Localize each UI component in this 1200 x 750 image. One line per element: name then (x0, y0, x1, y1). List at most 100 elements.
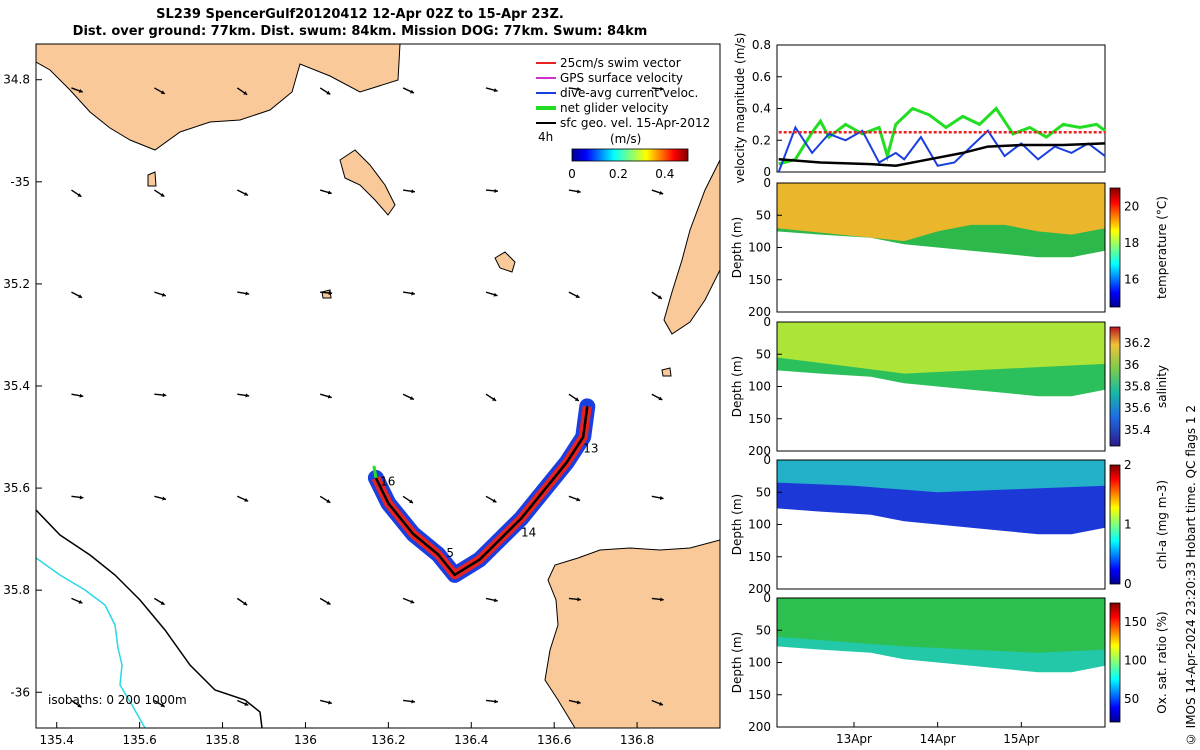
colorbar-axis-label: temperature (°C) (1155, 196, 1169, 299)
day-labels: 16 13 14 5 (380, 441, 598, 560)
legend-current-label: dive-avg current veloc. (560, 86, 698, 100)
geostrophic-arrowhead (409, 499, 414, 504)
chart-subtitle: Dist. over ground: 77km. Dist. swum: 84k… (72, 24, 648, 39)
colorbar-tick-label: 0 (1124, 577, 1132, 591)
map-x-tick-label: 135.4 (40, 733, 74, 747)
depth-tick-label: 150 (748, 688, 771, 702)
geostrophic-arrowhead (244, 497, 249, 502)
day-label: 16 (380, 475, 395, 489)
depth-colorbar (1109, 464, 1121, 585)
geostrophic-arrowhead (658, 396, 663, 401)
colorbar-axis-label: chl-a (mg m-3) (1155, 480, 1169, 569)
geostrophic-arrowhead (494, 699, 498, 704)
geostrophic-arrowhead (326, 90, 331, 95)
yorke-peninsula-land (36, 44, 401, 151)
depth-tick-label: 0 (763, 453, 771, 467)
current-velocity-band (367, 398, 596, 583)
salinity-panel: 0 50 100 150 200 Depth (m) 35.4 35.6 35.8 36 36.2 s… (730, 315, 1169, 458)
depth-tick-label: 50 (756, 208, 771, 222)
depth-tick-label: 200 (748, 720, 771, 734)
map-x-tick-label: 136.6 (537, 733, 571, 747)
upper-water-layer (777, 598, 1105, 653)
geostrophic-arrowhead (328, 290, 333, 296)
colorbar-tick-label: 150 (1124, 615, 1147, 629)
geostrophic-arrowhead (494, 188, 498, 193)
colorbar-tick-label: 18 (1124, 236, 1139, 250)
depth-tick-label: 150 (748, 412, 771, 426)
isobath-label: isobaths: 0 200 1000m (48, 693, 187, 707)
depth-colorbar (1109, 187, 1121, 308)
geostrophic-arrowhead (78, 294, 83, 298)
oxygen-panel: 0 50 100 150 200 Depth (m) 50 100 150 Ox. sat. ra… (730, 591, 1169, 746)
geostrophic-arrowhead (160, 601, 165, 605)
colorbar-tick-label: 50 (1124, 692, 1139, 706)
geostrophic-arrowhead (492, 397, 497, 401)
map-colorbar-tick-label: 0.2 (609, 167, 628, 181)
depth-tick-label: 100 (748, 518, 771, 532)
temperature-panel: 0 50 100 150 200 Depth (m) 16 18 20 temperature (… (730, 176, 1169, 319)
depth-tick-label: 0 (763, 315, 771, 329)
velocity-y-tick-label: 0.6 (752, 70, 771, 84)
geostrophic-arrowhead (576, 189, 581, 194)
depth-tick-label: 50 (756, 485, 771, 499)
depth-tick-label: 0 (763, 591, 771, 605)
colorbar-axis-label: Ox. sat. ratio (%) (1155, 611, 1169, 713)
map-y-ticks: 34.8 -35 35.2 35.4 35.6 35.8 -36 (3, 73, 42, 699)
map-y-tick-label: -36 (10, 685, 30, 699)
colorbar-tick-label: 36.2 (1124, 336, 1151, 350)
map-colorbar (571, 148, 689, 162)
velocity-panel: 0 0.2 0.4 0.6 0.8 velocity magnitude (m/s) (733, 33, 1106, 184)
velocity-y-label: velocity magnitude (m/s) (733, 33, 747, 184)
geostrophic-arrowhead (660, 597, 664, 602)
depth-tick-label: 150 (748, 550, 771, 564)
map-y-tick-label: 35.8 (3, 583, 30, 597)
geostrophic-arrowhead (575, 294, 580, 298)
east-coast-land (663, 159, 720, 335)
credit-text: © IMOS 14-Apr-2024 23:20:33 Hobart time.… (1184, 404, 1198, 746)
map-y-tick-label: 34.8 (3, 73, 30, 87)
time-tick-label: 15Apr (1003, 732, 1039, 746)
geostrophic-arrowhead (577, 597, 581, 602)
chlorophyll-panel: 0 50 100 150 200 Depth (m) 0 1 2 chl-a (mg m-3) (730, 453, 1169, 596)
colorbar-tick-label: 16 (1124, 273, 1139, 287)
geostrophic-arrowhead (245, 393, 250, 398)
glider-track (367, 398, 596, 583)
geostrophic-arrows (71, 86, 664, 708)
colorbar-axis-label: salinity (1155, 365, 1169, 408)
geostrophic-arrowhead (577, 87, 581, 92)
geostrophic-arrowhead (78, 599, 83, 604)
geostrophic-arrowhead (660, 86, 664, 91)
geostrophic-arrowhead (411, 291, 415, 296)
colorbar-tick-label: 20 (1124, 199, 1139, 213)
geostrophic-arrowhead (245, 291, 250, 296)
geostrophic-arrowhead (161, 292, 166, 297)
velocity-y-tick-label: 0 (763, 165, 771, 179)
geostrophic-arrowhead (411, 699, 416, 704)
geostrophic-arrowhead (327, 190, 332, 195)
geostrophic-arrowhead (411, 189, 415, 194)
geostrophic-arrowhead (243, 91, 248, 95)
chart-title: SL239 SpencerGulf20120412 12-Apr 02Z to … (156, 7, 564, 22)
legend-gps-label: GPS surface velocity (560, 71, 683, 85)
isobath-200m (36, 509, 263, 728)
velocity-series-line (777, 125, 1106, 173)
sfc-track-line (374, 406, 589, 577)
colorbar-tick-label: 35.6 (1124, 401, 1151, 415)
geostrophic-arrowhead (79, 393, 84, 398)
geostrophic-arrowhead (326, 499, 331, 503)
day-label: 14 (521, 526, 536, 540)
colorbar-label: (m/s) (610, 132, 641, 146)
upper-water-layer (777, 322, 1105, 374)
velocity-y-tick-label: 0.8 (752, 38, 771, 52)
depth-tick-label: 200 (748, 582, 771, 596)
depth-tick-label: 150 (748, 273, 771, 287)
legend-sfc-label: sfc geo. vel. 15-Apr-2012 (560, 116, 710, 130)
depth-tick-label: 50 (756, 347, 771, 361)
geostrophic-arrowhead (77, 703, 82, 708)
velocity-series-line (778, 142, 1106, 167)
map-colorbar-ticks: 0 0.2 0.4 (568, 167, 674, 181)
geostrophic-arrowhead (162, 496, 166, 501)
colorbar-tick-label: 2 (1124, 458, 1132, 472)
geostrophic-arrowhead (492, 498, 497, 503)
